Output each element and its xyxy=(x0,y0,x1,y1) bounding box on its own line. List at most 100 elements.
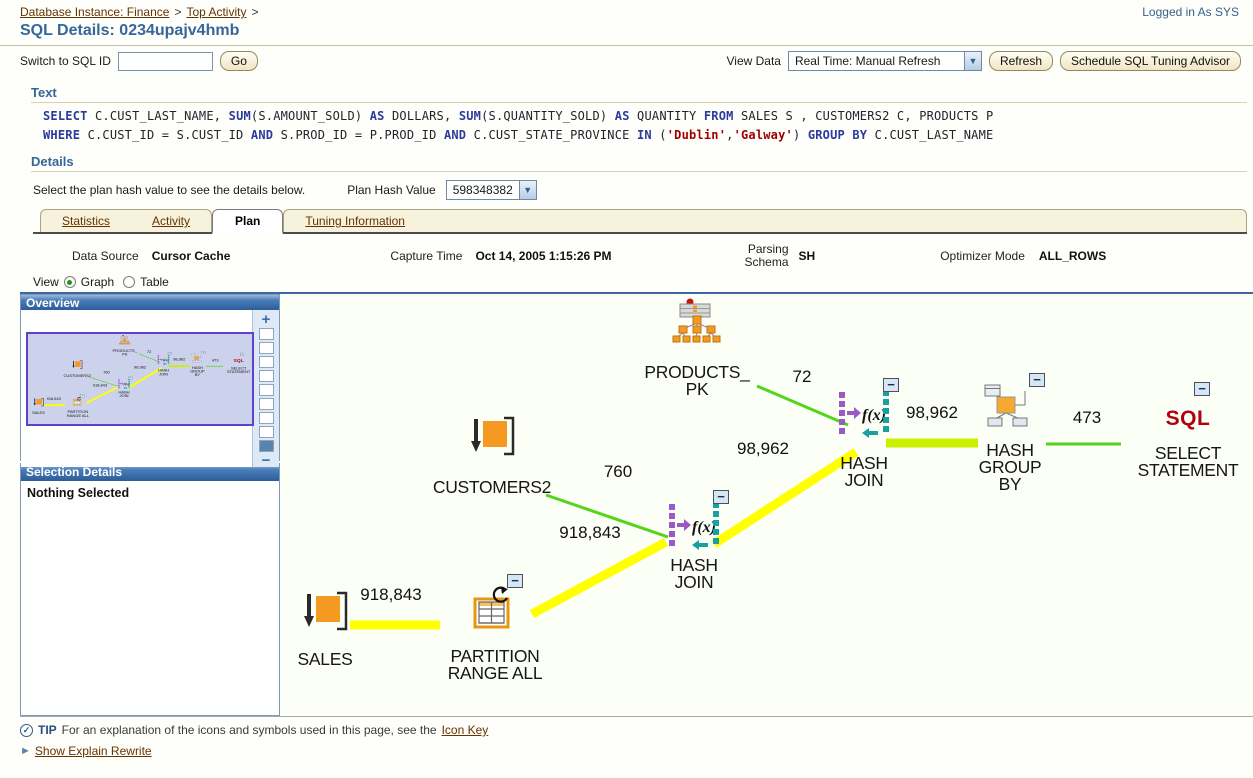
zoom-level-button[interactable] xyxy=(258,384,274,396)
plan-graph-region: Overview 72 760 918,843 918,843 98,962 9… xyxy=(20,292,1253,717)
plan-node-sales[interactable]: SALES xyxy=(280,591,370,668)
plan-node-hash-group-by[interactable]: − HASH GROUP BY xyxy=(920,373,1100,493)
tip-row: ✓ TIP For an explanation of the icons an… xyxy=(20,723,1253,737)
collapse-icon: − xyxy=(201,350,206,354)
plan-node-hash-join-lower: f(x) − HASH JOIN xyxy=(103,375,145,398)
view-data-selected-value: Real Time: Manual Refresh xyxy=(794,54,941,68)
overview-thumbnail-area: 72 760 918,843 918,843 98,962 98,962 473 xyxy=(21,310,254,467)
zoom-out-icon[interactable]: − xyxy=(261,452,271,469)
node-label: SELECT STATEMENT xyxy=(226,366,251,374)
view-data-select[interactable]: Real Time: Manual Refresh ▼ xyxy=(787,51,982,71)
plan-node-hash-join-lower[interactable]: f(x) − HASH JOIN xyxy=(604,490,784,591)
plan-node-customers2[interactable]: CUSTOMERS2 xyxy=(402,416,582,496)
text-section-heading: Text xyxy=(31,85,1247,103)
refresh-button[interactable]: Refresh xyxy=(988,51,1053,71)
tip-check-icon: ✓ xyxy=(20,723,33,737)
svg-text:f(x): f(x) xyxy=(862,407,886,424)
edge-label-sales-rows: 918,843 xyxy=(46,396,61,401)
collapse-icon[interactable]: − xyxy=(1029,373,1045,387)
expand-arrow-icon[interactable]: ► xyxy=(20,745,31,757)
logged-in-as: Logged in As SYS xyxy=(1142,5,1239,19)
edge-label-partition-rows: 918,843 xyxy=(559,523,621,542)
zoom-level-button[interactable] xyxy=(258,370,274,382)
plan-node-hash-group-by: − HASH GROUP BY xyxy=(176,350,218,377)
plan-node-select-statement[interactable]: − SQL SELECT STATEMENT xyxy=(1098,382,1253,479)
collapse-icon: − xyxy=(167,351,172,356)
collapse-icon[interactable]: − xyxy=(1193,382,1210,396)
edge-label-products-rows: 72 xyxy=(792,367,812,386)
tab-statistics[interactable]: Statistics xyxy=(62,214,111,228)
table-scan-icon xyxy=(33,398,44,408)
plan-edges xyxy=(44,353,224,407)
parsing-schema-label: Parsing Schema xyxy=(744,242,789,269)
view-table-radio[interactable] xyxy=(123,276,136,288)
sql-line-1: SELECT C.CUST_LAST_NAME, SUM(S.AMOUNT_SO… xyxy=(43,109,994,123)
collapse-icon[interactable]: − xyxy=(507,574,523,588)
view-table-label: Table xyxy=(140,275,169,289)
dropdown-arrow-icon[interactable]: ▼ xyxy=(963,52,981,70)
plan-hash-row: Select the plan hash value to see the de… xyxy=(33,180,1253,200)
show-explain-row: ► Show Explain Rewrite xyxy=(20,744,1253,758)
view-label: View xyxy=(33,275,59,289)
schedule-sql-tuning-advisor-button[interactable]: Schedule SQL Tuning Advisor xyxy=(1060,51,1241,71)
node-label: PARTITION RANGE ALL xyxy=(66,409,89,418)
edge-label-customers-rows: 760 xyxy=(103,370,110,375)
zoom-level-button[interactable] xyxy=(258,426,274,438)
show-explain-rewrite-link[interactable]: Show Explain Rewrite xyxy=(34,744,152,758)
selection-details-panel: Selection Details Nothing Selected xyxy=(20,463,280,716)
view-data-label: View Data xyxy=(726,54,781,68)
zoom-level-button[interactable] xyxy=(258,342,274,354)
edge-label-sales-rows: 918,843 xyxy=(360,585,422,604)
view-graph-radio[interactable] xyxy=(63,276,76,288)
node-label: SALES xyxy=(297,649,353,669)
plan-node-customers2: CUSTOMERS2 xyxy=(56,360,98,377)
plan-node-partition-range-all[interactable]: − PARTITION RANGE ALL xyxy=(405,574,585,682)
breadcrumb-link-database-instance[interactable]: Database Instance: Finance xyxy=(20,5,170,19)
data-source-value: Cursor Cache xyxy=(151,249,231,263)
edge-partition-to-join xyxy=(529,538,669,618)
hash-group-by-icon: − xyxy=(983,373,1045,432)
node-label: CUSTOMERS2 xyxy=(63,373,91,378)
plan-hash-value-select[interactable]: 598348382 ▼ xyxy=(445,180,537,200)
plan-node-products-pk[interactable]: PRODUCTS_ PK xyxy=(607,298,787,398)
breadcrumb-link-top-activity[interactable]: Top Activity xyxy=(186,5,247,19)
zoom-level-button-active[interactable] xyxy=(258,440,274,452)
plan-hash-instruction: Select the plan hash value to see the de… xyxy=(33,183,306,197)
overview-panel-header: Overview xyxy=(21,295,279,310)
zoom-level-button[interactable] xyxy=(258,412,274,424)
tip-text: For an explanation of the icons and symb… xyxy=(61,723,437,737)
top-bar: Database Instance: Finance > Top Activity >… xyxy=(0,0,1253,19)
details-section-heading: Details xyxy=(31,154,1247,172)
tab-plan[interactable]: Plan xyxy=(212,209,284,234)
node-label: PRODUCTS_ PK xyxy=(112,348,137,357)
plan-node-hash-join-upper[interactable]: f(x) − HASH JOIN xyxy=(774,378,954,489)
tab-group-right: Tuning Information xyxy=(283,209,1247,232)
optimizer-mode-value: ALL_ROWS xyxy=(1038,249,1107,263)
tab-tuning-information[interactable]: Tuning Information xyxy=(305,214,405,228)
tab-activity[interactable]: Activity xyxy=(152,214,191,228)
overview-viewport-box[interactable]: 72 760 918,843 918,843 98,962 98,962 473 xyxy=(26,332,254,426)
switch-to-sql-id-input[interactable] xyxy=(117,51,213,71)
zoom-in-icon[interactable]: + xyxy=(261,311,271,328)
edge-label-group-select-rows: 473 xyxy=(211,358,219,363)
edge-label-join-group-rows: 98,962 xyxy=(906,403,958,422)
edge-customers-to-join xyxy=(89,376,119,387)
fx-hash-join-icon: f(x) − xyxy=(157,351,172,366)
collapse-icon[interactable]: − xyxy=(713,490,729,504)
zoom-level-button[interactable] xyxy=(258,356,274,368)
dropdown-arrow-icon[interactable]: ▼ xyxy=(518,181,536,199)
breadcrumb: Database Instance: Finance > Top Activity > xyxy=(20,5,264,19)
icon-key-link[interactable]: Icon Key xyxy=(441,723,489,737)
svg-text:f(x): f(x) xyxy=(692,519,716,536)
edge-label-partition-rows: 918,843 xyxy=(92,383,108,388)
collapse-icon[interactable]: − xyxy=(883,378,899,392)
selection-details-body: Nothing Selected xyxy=(27,486,130,500)
selection-details-header: Selection Details xyxy=(21,464,279,481)
go-button[interactable]: Go xyxy=(219,51,258,71)
zoom-level-button[interactable] xyxy=(258,398,274,410)
plan-node-products-pk: PRODUCTS_ PK xyxy=(104,334,146,357)
plan-edges xyxy=(350,384,1121,630)
zoom-level-button[interactable] xyxy=(258,328,274,340)
collapse-icon: − xyxy=(128,375,133,380)
node-label: CUSTOMERS2 xyxy=(432,477,552,497)
